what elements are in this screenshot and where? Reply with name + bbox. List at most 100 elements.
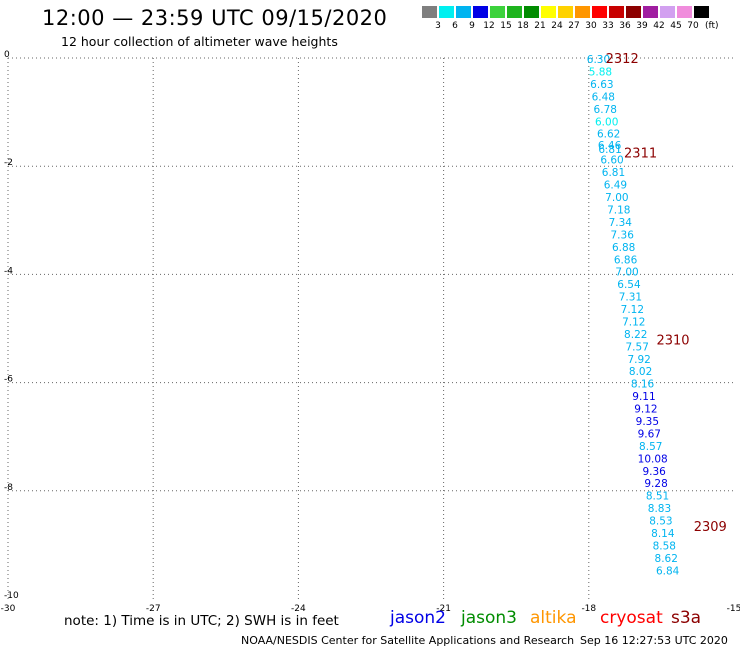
color-scale-tick: 70 xyxy=(687,21,699,31)
footer-note: note: 1) Time is in UTC; 2) SWH is in fe… xyxy=(64,613,339,629)
color-swatch xyxy=(693,5,710,19)
swh-value-label: 8.57 xyxy=(639,441,662,453)
color-scale-tick: 36 xyxy=(619,21,631,31)
color-scale-tick: 15 xyxy=(500,21,512,31)
swh-value-label: 8.22 xyxy=(624,329,647,341)
color-scale-tick: 45 xyxy=(670,21,682,31)
color-swatch xyxy=(438,5,455,19)
swh-value-label: 7.36 xyxy=(611,229,635,241)
data-points: 6.305.886.636.486.786.006.626.466.816.60… xyxy=(587,54,680,577)
swh-value-label: 8.16 xyxy=(631,379,655,391)
y-tick-label: 0 xyxy=(4,50,10,60)
color-swatch xyxy=(659,5,676,19)
color-swatch xyxy=(676,5,693,19)
chart-subtitle: 12 hour collection of altimeter wave hei… xyxy=(61,34,338,49)
color-swatch xyxy=(455,5,472,19)
swh-value-label: 6.49 xyxy=(604,180,627,192)
x-tick-label: -18 xyxy=(581,604,596,614)
swh-value-label: 9.36 xyxy=(642,466,666,478)
swh-value-label: 6.88 xyxy=(612,242,635,254)
swh-value-label: 7.92 xyxy=(627,354,650,366)
x-tick-label: -15 xyxy=(727,604,740,614)
color-scale-tick: 18 xyxy=(517,21,529,31)
swh-value-label: 7.34 xyxy=(609,217,633,229)
color-swatch xyxy=(642,5,659,19)
pass-time-label: 2311 xyxy=(624,147,657,162)
y-tick-label: -10 xyxy=(4,591,19,601)
satellite-jason2: jason2 xyxy=(390,608,446,628)
swh-value-label: 6.30 xyxy=(587,54,610,66)
swh-value-label: 6.63 xyxy=(590,79,613,91)
color-scale-tick: 24 xyxy=(551,21,563,31)
satellite-jason3: jason3 xyxy=(461,608,517,628)
swh-value-label: 6.78 xyxy=(594,104,617,116)
swh-value-label: 7.18 xyxy=(607,204,630,216)
swh-value-label: 6.00 xyxy=(595,116,618,128)
color-scale-tick: 27 xyxy=(568,21,580,31)
color-scale-swatches xyxy=(421,5,710,19)
satellite-altika: altika xyxy=(530,608,577,628)
color-scale-unit: (ft) xyxy=(705,21,719,31)
swh-value-label: 9.12 xyxy=(634,404,657,416)
x-tick-label: -24 xyxy=(291,604,306,614)
color-scale-tick: 6 xyxy=(452,21,458,31)
color-swatch xyxy=(591,5,608,19)
color-swatch xyxy=(557,5,574,19)
color-scale-tick: 21 xyxy=(534,21,546,31)
swh-value-label: 5.88 xyxy=(589,67,612,79)
color-swatch xyxy=(608,5,625,19)
swh-value-label: 6.48 xyxy=(592,91,615,103)
color-swatch xyxy=(421,5,438,19)
color-swatch xyxy=(506,5,523,19)
swh-value-label: 6.62 xyxy=(597,129,620,141)
swh-value-label: 7.31 xyxy=(619,292,642,304)
swh-value-label: 7.12 xyxy=(622,316,645,328)
pass-time-label: 2310 xyxy=(656,333,689,348)
color-scale-legend: 3 6 9 12 15 18 21 24 27 30 33 36 39 42 45 70 (ft) xyxy=(421,5,719,33)
swh-value-label: 7.12 xyxy=(621,304,644,316)
swh-value-label: 8.14 xyxy=(651,528,675,540)
x-tick-label: -27 xyxy=(146,604,161,614)
credit-line: NOAA/NESDIS Center for Satellite Applica… xyxy=(241,634,575,647)
x-tick-label: -21 xyxy=(436,604,451,614)
swh-value-label: 9.67 xyxy=(638,428,661,440)
satellite-cryosat: cryosat xyxy=(600,608,663,628)
swh-value-label: 9.35 xyxy=(636,416,659,428)
satellite-s3a: s3a xyxy=(671,608,702,628)
swh-value-label: 8.58 xyxy=(653,540,676,552)
color-swatch xyxy=(540,5,557,19)
pass-time-label: 2312 xyxy=(606,52,639,67)
color-scale-tick: 42 xyxy=(653,21,665,31)
color-scale-tick: 30 xyxy=(585,21,597,31)
swh-value-label: 6.46 xyxy=(598,140,622,152)
color-scale-tick: 39 xyxy=(636,21,648,31)
swh-value-label: 10.08 xyxy=(638,453,668,465)
swh-value-label: 6.81 xyxy=(598,144,621,156)
color-scale-tick: 3 xyxy=(435,21,441,31)
swh-value-label: 7.00 xyxy=(615,267,638,279)
generated-timestamp: Sep 16 12:27:53 UTC 2020 xyxy=(580,634,728,647)
x-tick-label: -30 xyxy=(1,604,16,614)
swh-value-label: 6.81 xyxy=(602,167,625,179)
time-labels: 2312 2311 2310 2309 xyxy=(606,52,727,535)
pass-time-label: 2309 xyxy=(694,520,727,535)
y-tick-label: -2 xyxy=(4,158,13,168)
y-tick-label: -6 xyxy=(4,375,13,385)
color-scale-tick: 33 xyxy=(602,21,614,31)
color-scale-tick: 12 xyxy=(483,21,495,31)
swh-value-label: 9.11 xyxy=(632,391,655,403)
color-swatch xyxy=(489,5,506,19)
swh-value-label: 8.02 xyxy=(629,366,652,378)
swh-value-label: 8.53 xyxy=(649,516,672,528)
swh-value-label: 8.51 xyxy=(646,491,669,503)
color-scale-tick: 9 xyxy=(469,21,475,31)
color-scale-labels: 3 6 9 12 15 18 21 24 27 30 33 36 39 42 45 70 (ft) xyxy=(421,19,718,33)
swh-value-label: 9.28 xyxy=(644,478,667,490)
plot-grid xyxy=(7,57,734,599)
swh-value-label: 8.83 xyxy=(648,503,671,515)
color-swatch xyxy=(523,5,540,19)
y-tick-label: -8 xyxy=(4,483,13,493)
swh-value-label: 7.00 xyxy=(605,192,628,204)
swh-value-label: 8.62 xyxy=(655,553,678,565)
